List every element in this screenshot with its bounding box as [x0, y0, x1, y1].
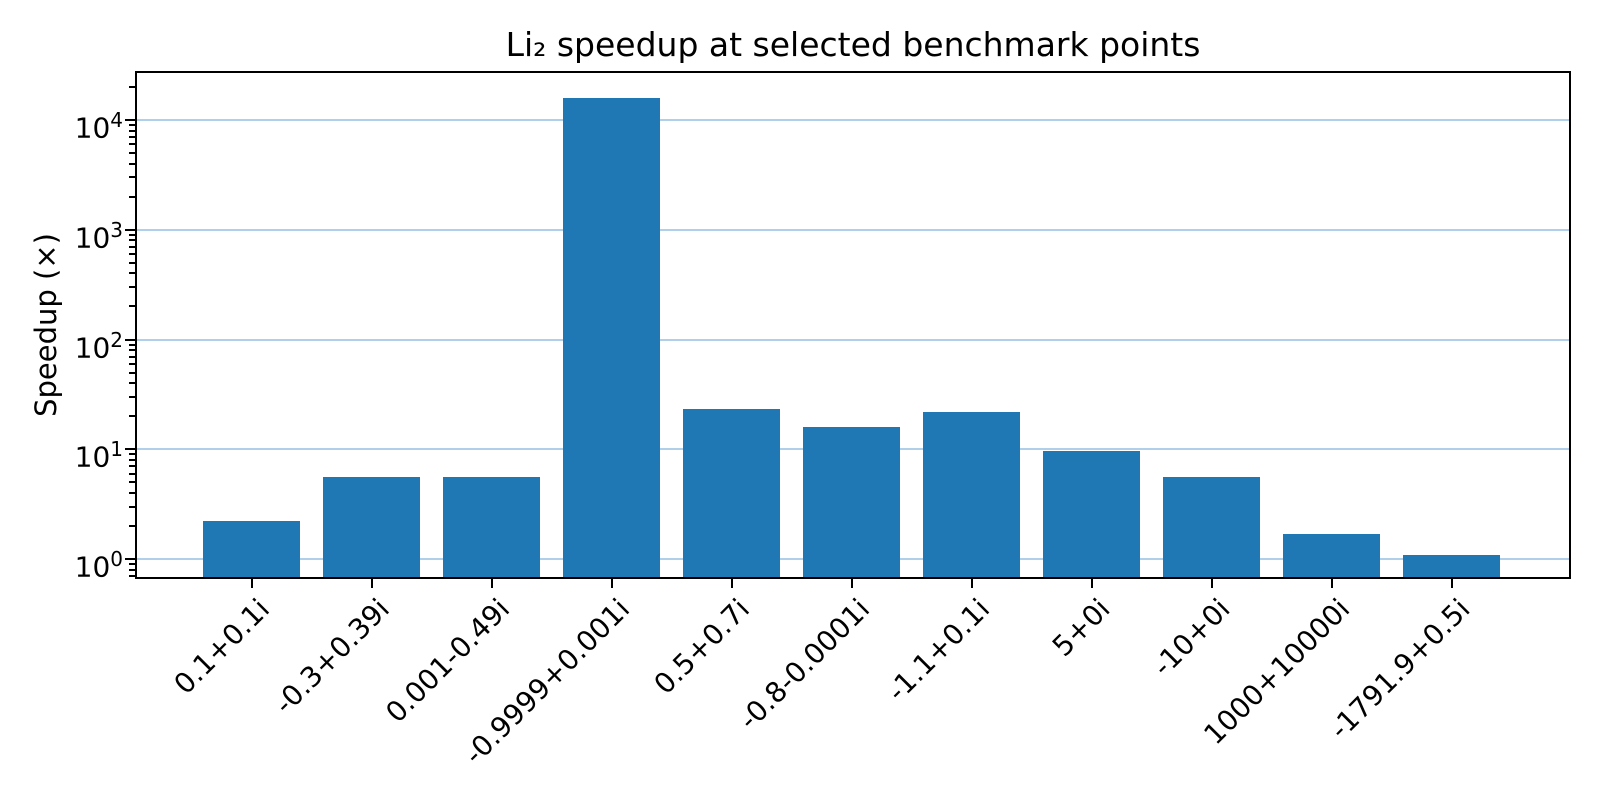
y-minor-tick — [129, 261, 135, 264]
bar — [1043, 451, 1141, 577]
y-minor-tick — [129, 465, 135, 468]
y-minor-tick — [129, 355, 135, 358]
x-tick-label: 0.5+0.7i — [647, 592, 757, 701]
y-minor-tick — [129, 568, 135, 571]
y-minor-tick — [129, 524, 135, 527]
x-tick — [1210, 579, 1213, 588]
y-minor-tick — [129, 349, 135, 352]
y-major-tick — [125, 338, 135, 341]
y-tick-label: 101 — [74, 437, 123, 474]
y-tick-label: 103 — [74, 217, 123, 255]
y-minor-tick — [129, 233, 135, 236]
y-minor-tick — [129, 253, 135, 256]
y-minor-tick — [129, 481, 135, 484]
y-minor-tick — [129, 85, 135, 88]
y-minor-tick — [129, 152, 135, 155]
y-minor-tick — [129, 382, 135, 385]
x-tick — [370, 579, 373, 588]
gridline — [137, 118, 1569, 121]
y-minor-tick — [129, 505, 135, 508]
bar — [1163, 476, 1261, 577]
y-tick-label: 104 — [74, 107, 123, 145]
y-minor-tick — [129, 143, 135, 146]
plot-area — [135, 71, 1571, 579]
y-minor-tick — [129, 286, 135, 289]
bar — [1283, 533, 1381, 577]
gridline — [137, 228, 1569, 231]
y-minor-tick — [129, 575, 135, 578]
bar — [443, 476, 541, 577]
y-minor-tick — [129, 491, 135, 494]
y-minor-tick — [129, 563, 135, 566]
y-minor-tick — [129, 371, 135, 374]
y-tick-exponent: 2 — [110, 327, 123, 352]
x-tick — [970, 579, 973, 588]
y-minor-tick — [129, 124, 135, 126]
y-major-tick — [125, 558, 135, 561]
y-minor-tick — [129, 135, 135, 138]
y-major-tick — [125, 448, 135, 451]
y-minor-tick — [129, 195, 135, 198]
y-major-tick — [125, 228, 135, 231]
gridline — [137, 338, 1569, 341]
bar — [1403, 554, 1501, 577]
y-minor-tick — [129, 272, 135, 275]
x-tick-label: 5+0i — [1045, 592, 1117, 663]
y-minor-tick — [129, 245, 135, 248]
y-minor-tick — [129, 458, 135, 461]
y-tick-exponent: 4 — [110, 107, 123, 132]
y-minor-tick — [129, 162, 135, 165]
y-tick-label: 100 — [74, 547, 123, 584]
x-tick-label: -0.3+0.39i — [268, 592, 397, 721]
y-minor-tick — [129, 343, 135, 346]
x-tick-label: -1.1+0.1i — [880, 592, 997, 708]
x-tick — [250, 579, 253, 588]
x-tick — [490, 579, 493, 588]
bar — [323, 476, 421, 577]
x-tick — [1330, 579, 1333, 588]
y-minor-tick — [129, 305, 135, 308]
x-tick — [1450, 579, 1453, 588]
y-tick-exponent: 0 — [110, 547, 123, 572]
x-tick — [1090, 579, 1093, 588]
y-minor-tick — [129, 395, 135, 398]
x-tick — [610, 579, 613, 588]
y-minor-tick — [129, 362, 135, 365]
bar — [803, 426, 901, 577]
x-tick — [730, 579, 733, 588]
y-major-tick — [125, 118, 135, 121]
y-minor-tick — [129, 176, 135, 179]
y-tick-exponent: 1 — [110, 437, 123, 462]
y-minor-tick — [129, 415, 135, 418]
y-minor-tick — [129, 453, 135, 456]
bar — [923, 411, 1021, 577]
y-tick-exponent: 3 — [110, 217, 123, 242]
bar — [203, 521, 301, 577]
bars-layer — [137, 73, 1569, 577]
y-minor-tick — [129, 129, 135, 132]
bar — [563, 98, 661, 577]
x-tick-label: -10+0i — [1145, 592, 1237, 683]
x-tick-label: 0.1+0.1i — [167, 592, 277, 701]
y-tick-label: 102 — [74, 327, 123, 364]
y-minor-tick — [129, 472, 135, 475]
bar — [683, 408, 781, 577]
x-tick — [850, 579, 853, 588]
chart-title: Li₂ speedup at selected benchmark points — [505, 25, 1201, 64]
y-minor-tick — [129, 239, 135, 242]
